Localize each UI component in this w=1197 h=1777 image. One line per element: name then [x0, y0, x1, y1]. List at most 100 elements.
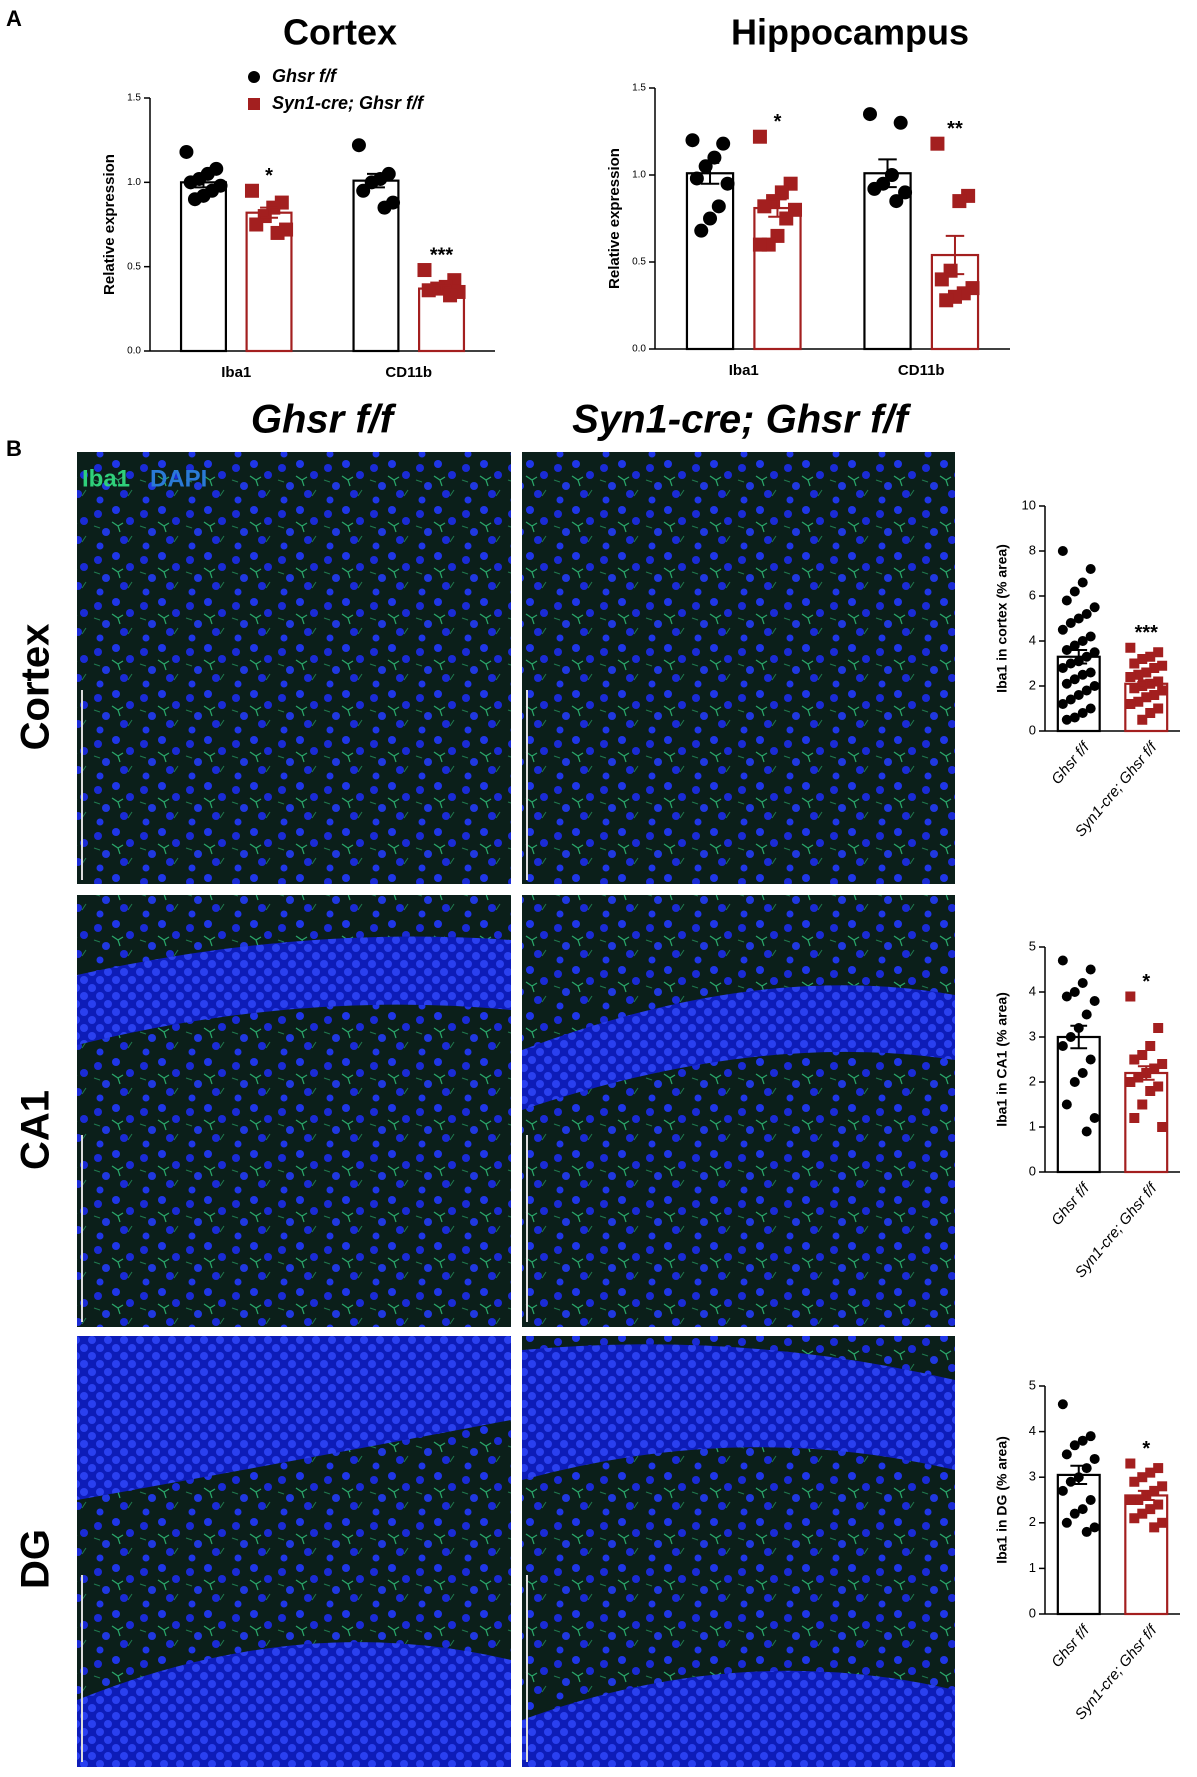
bar: [179, 181, 228, 353]
data-point: [1089, 996, 1100, 1006]
data-point: [1077, 1068, 1088, 1078]
data-point: [1085, 703, 1096, 714]
column-header: Syn1-cre; Ghsr f/f: [572, 398, 911, 442]
bar: [863, 172, 912, 351]
significance-label: *: [265, 165, 273, 187]
row-label: Cortex: [14, 624, 58, 751]
data-point: [1061, 714, 1072, 725]
data-point: [685, 133, 700, 148]
data-point: [244, 183, 259, 198]
y-axis-label: Relative expression: [101, 154, 118, 295]
data-point: [1085, 1495, 1096, 1505]
micrograph: [522, 895, 955, 1327]
data-point: [1089, 681, 1100, 691]
data-point: [757, 199, 772, 214]
data-point: [1065, 618, 1076, 628]
cell-layer: [77, 936, 511, 1045]
data-point: [1145, 651, 1156, 662]
error-bar: [1137, 679, 1155, 689]
error-bar: [768, 198, 787, 218]
data-point: [1089, 1113, 1100, 1123]
data-point: [1089, 602, 1100, 613]
data-point: [1137, 654, 1148, 664]
data-point: [1149, 1063, 1160, 1074]
y-tick-label: 1.5: [127, 93, 141, 104]
data-point: [1141, 692, 1152, 703]
y-tick-label: 0: [1029, 722, 1036, 737]
y-tick-label: 0.5: [632, 257, 646, 268]
cell-layer: [522, 1670, 955, 1767]
data-point: [187, 192, 202, 207]
data-point: [930, 136, 945, 151]
error-bar: [1137, 1065, 1155, 1081]
error-bar: [194, 176, 213, 189]
data-point: [1085, 1054, 1096, 1065]
data-point: [1137, 714, 1148, 725]
column-header: Ghsr f/f: [251, 398, 397, 442]
bar: [1056, 1473, 1101, 1616]
data-point: [1057, 699, 1068, 709]
y-tick-label: 0.5: [127, 261, 141, 272]
data-point: [1069, 640, 1080, 651]
data-point: [356, 183, 371, 198]
error-bar: [367, 172, 385, 189]
data-point: [1085, 667, 1096, 678]
data-point: [952, 194, 967, 209]
data-point: [1073, 690, 1084, 700]
data-point: [183, 175, 198, 190]
x-tick-label: CD11b: [385, 364, 432, 381]
data-point: [1125, 1495, 1136, 1505]
data-point: [1145, 1467, 1156, 1478]
data-point: [752, 129, 767, 144]
data-point: [1149, 663, 1160, 673]
data-point: [1157, 685, 1168, 696]
x-tick-label: Ghsr f/f: [1048, 1179, 1094, 1229]
data-point: [1081, 609, 1092, 619]
data-point: [1061, 678, 1072, 689]
x-tick-label: Iba1: [221, 364, 251, 381]
error-bar: [1137, 1489, 1155, 1501]
data-point: [1145, 708, 1156, 718]
data-point: [1065, 1476, 1076, 1487]
data-point: [1137, 681, 1148, 691]
data-point: [1081, 685, 1092, 696]
y-tick-label: 1: [1029, 1560, 1036, 1575]
data-point: [1057, 1399, 1068, 1410]
data-point: [1129, 1054, 1140, 1065]
data-point: [1077, 1504, 1088, 1515]
x-tick-label: Ghsr f/f: [1048, 1621, 1094, 1671]
data-point: [1141, 667, 1152, 678]
y-axis-label: Iba1 in CA1 (% area): [994, 992, 1010, 1127]
data-point: [1069, 1077, 1080, 1087]
data-point: [703, 211, 718, 226]
data-point: [1153, 676, 1164, 687]
data-point: [1057, 955, 1068, 966]
data-point: [1077, 708, 1088, 718]
data-point: [1153, 1463, 1164, 1474]
cell-layer: [77, 1336, 511, 1500]
data-point: [889, 194, 904, 209]
data-point: [1069, 1508, 1080, 1519]
y-tick-label: 0.0: [632, 344, 646, 355]
data-point: [1145, 678, 1156, 689]
micrograph: [522, 452, 955, 884]
error-bar: [878, 158, 897, 189]
y-tick-label: 0: [1029, 1163, 1036, 1178]
data-point: [779, 211, 794, 226]
data-point: [1125, 642, 1136, 653]
data-point: [1133, 696, 1144, 707]
y-tick-label: 5: [1029, 938, 1036, 953]
significance-label: ***: [430, 244, 454, 266]
y-tick-label: 5: [1029, 1377, 1036, 1392]
y-tick-label: 4: [1029, 632, 1036, 647]
data-point: [1125, 1077, 1136, 1087]
micrograph: [77, 452, 511, 884]
y-tick-label: 0.0: [127, 346, 141, 357]
y-tick-label: 4: [1029, 1423, 1036, 1438]
stain-label: DAPI: [150, 465, 207, 492]
data-point: [1065, 694, 1076, 705]
panel-label: A: [6, 6, 22, 31]
data-point: [867, 181, 882, 196]
data-point: [1125, 991, 1136, 1002]
